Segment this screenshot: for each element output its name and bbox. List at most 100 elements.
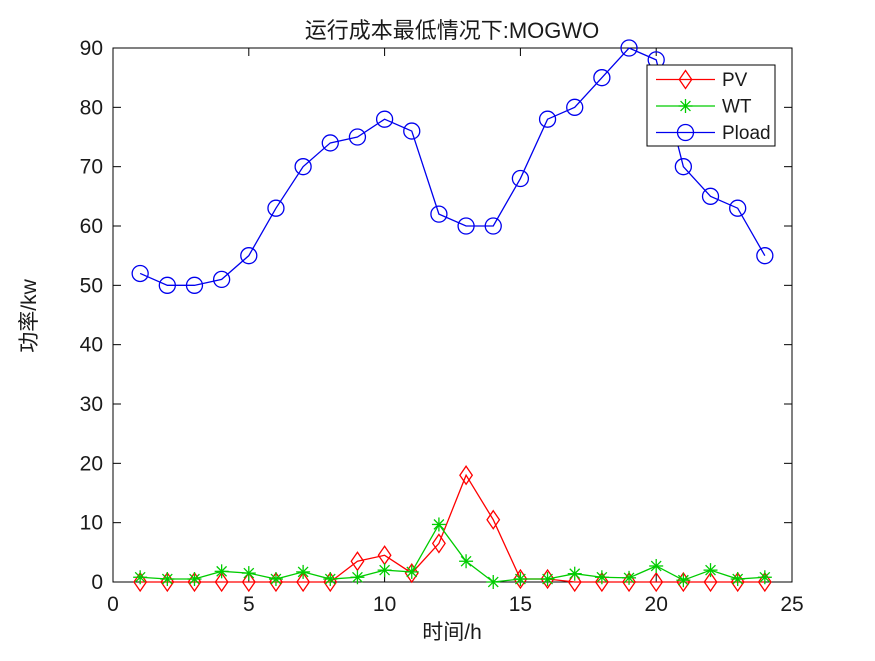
asterisk-spoke	[514, 573, 526, 585]
data-point-marker-circle	[131, 264, 149, 283]
x-axis-label: 时间/h	[422, 621, 482, 644]
asterisk-spoke	[623, 572, 635, 584]
asterisk-spoke	[433, 519, 445, 530]
y-tick-label: 60	[80, 215, 103, 238]
asterisk-spoke	[216, 565, 228, 577]
data-point-marker-asterisk	[513, 572, 528, 587]
data-point-marker-asterisk	[431, 517, 446, 532]
y-tick-label: 80	[80, 96, 103, 119]
data-point-marker-circle	[212, 270, 231, 289]
data-point-marker-diamond	[459, 465, 474, 486]
legend-item-WT: WT	[656, 97, 752, 118]
data-point-marker-circle	[158, 276, 176, 294]
data-point-marker-circle	[511, 169, 530, 188]
series-PV-line	[140, 473, 765, 583]
asterisk-spoke	[677, 574, 689, 586]
data-point-marker-asterisk	[187, 572, 202, 587]
data-point-marker-diamond	[431, 533, 446, 554]
data-point-marker-circle	[294, 158, 312, 176]
series-PV	[133, 465, 772, 593]
asterisk-spoke	[270, 573, 282, 585]
legend-label: PV	[722, 70, 748, 91]
asterisk-spoke	[680, 100, 691, 112]
plot-box	[112, 47, 793, 583]
asterisk-spoke	[243, 567, 255, 579]
asterisk-spoke	[297, 566, 309, 578]
asterisk-spoke	[705, 564, 716, 576]
data-point-marker-asterisk	[214, 564, 229, 579]
data-point-marker-asterisk	[133, 570, 148, 585]
data-point-marker-circle	[457, 217, 475, 235]
x-tick-label: 15	[509, 593, 532, 616]
data-point-marker-asterisk	[404, 564, 419, 579]
y-tick-label: 20	[80, 452, 103, 475]
data-point-marker-asterisk	[268, 572, 283, 587]
y-axis-label: 功率/kw	[18, 278, 41, 352]
y-tick-label: 90	[80, 37, 103, 60]
data-point-marker-circle	[484, 217, 502, 235]
data-point-marker-diamond	[757, 571, 772, 593]
axes: 0 5 10 15 20 25 0 10 20 30 40 50 60 70 80 90	[80, 37, 804, 616]
data-point-marker-diamond	[567, 571, 582, 593]
asterisk-spoke	[189, 573, 200, 585]
data-point-marker-diamond	[703, 571, 718, 593]
x-tick-label: 5	[243, 593, 255, 616]
data-point-marker-circle	[430, 205, 448, 223]
data-point-marker-circle	[676, 123, 695, 142]
data-point-marker-diamond	[296, 571, 311, 593]
data-point-marker-circle	[756, 247, 774, 265]
data-point-marker-diamond	[649, 571, 664, 593]
data-point-marker-circle	[701, 187, 720, 205]
asterisk-spoke	[134, 571, 146, 583]
data-point-marker-circle	[566, 98, 584, 116]
data-point-marker-diamond	[594, 571, 609, 593]
x-tick-label: 10	[373, 593, 396, 616]
data-point-marker-circle	[729, 199, 747, 217]
data-point-marker-asterisk	[323, 572, 338, 587]
data-point-marker-asterisk	[678, 99, 693, 113]
y-tick-label: 0	[91, 571, 103, 594]
series-WT-line	[140, 523, 765, 583]
asterisk-spoke	[732, 573, 744, 585]
y-tick-label: 70	[80, 156, 103, 179]
data-point-marker-asterisk	[160, 572, 175, 587]
data-point-marker-diamond	[513, 568, 528, 590]
asterisk-spoke	[759, 571, 771, 583]
data-point-marker-asterisk	[567, 566, 582, 581]
data-point-marker-asterisk	[676, 573, 691, 588]
data-point-marker-circle	[321, 134, 339, 152]
data-point-marker-asterisk	[649, 558, 664, 573]
data-point-marker-asterisk	[459, 554, 474, 569]
data-point-marker-asterisk	[350, 570, 365, 585]
legend-label: Pload	[722, 123, 771, 144]
y-tick-label: 40	[80, 334, 103, 357]
data-point-marker-asterisk	[540, 572, 555, 587]
chart-title: 运行成本最低情况下:MOGWO	[305, 18, 600, 43]
data-point-marker-asterisk	[241, 566, 256, 581]
data-point-marker-diamond	[678, 69, 693, 90]
data-point-marker-diamond	[404, 562, 419, 584]
data-point-marker-diamond	[241, 571, 256, 593]
y-tick-label: 50	[80, 274, 103, 297]
x-tick-label: 0	[107, 593, 119, 616]
data-point-marker-circle	[240, 247, 258, 265]
x-tick-label: 25	[780, 593, 803, 616]
data-point-marker-diamond	[622, 571, 637, 593]
asterisk-spoke	[406, 566, 418, 578]
data-point-marker-asterisk	[757, 570, 772, 585]
data-point-marker-asterisk	[703, 563, 718, 578]
data-series	[131, 39, 774, 593]
data-point-marker-circle	[185, 276, 204, 294]
asterisk-spoke	[596, 571, 608, 583]
data-point-marker-circle	[375, 110, 394, 128]
y-tick-label: 30	[80, 393, 103, 416]
data-point-marker-diamond	[540, 568, 555, 590]
data-point-marker-circle	[620, 39, 638, 57]
data-point-marker-asterisk	[377, 563, 392, 578]
asterisk-spoke	[650, 560, 662, 572]
legend-item-PV: PV	[656, 69, 748, 91]
legend: PV WT Pload	[646, 64, 776, 147]
data-point-marker-circle	[538, 110, 557, 128]
asterisk-spoke	[542, 573, 553, 585]
